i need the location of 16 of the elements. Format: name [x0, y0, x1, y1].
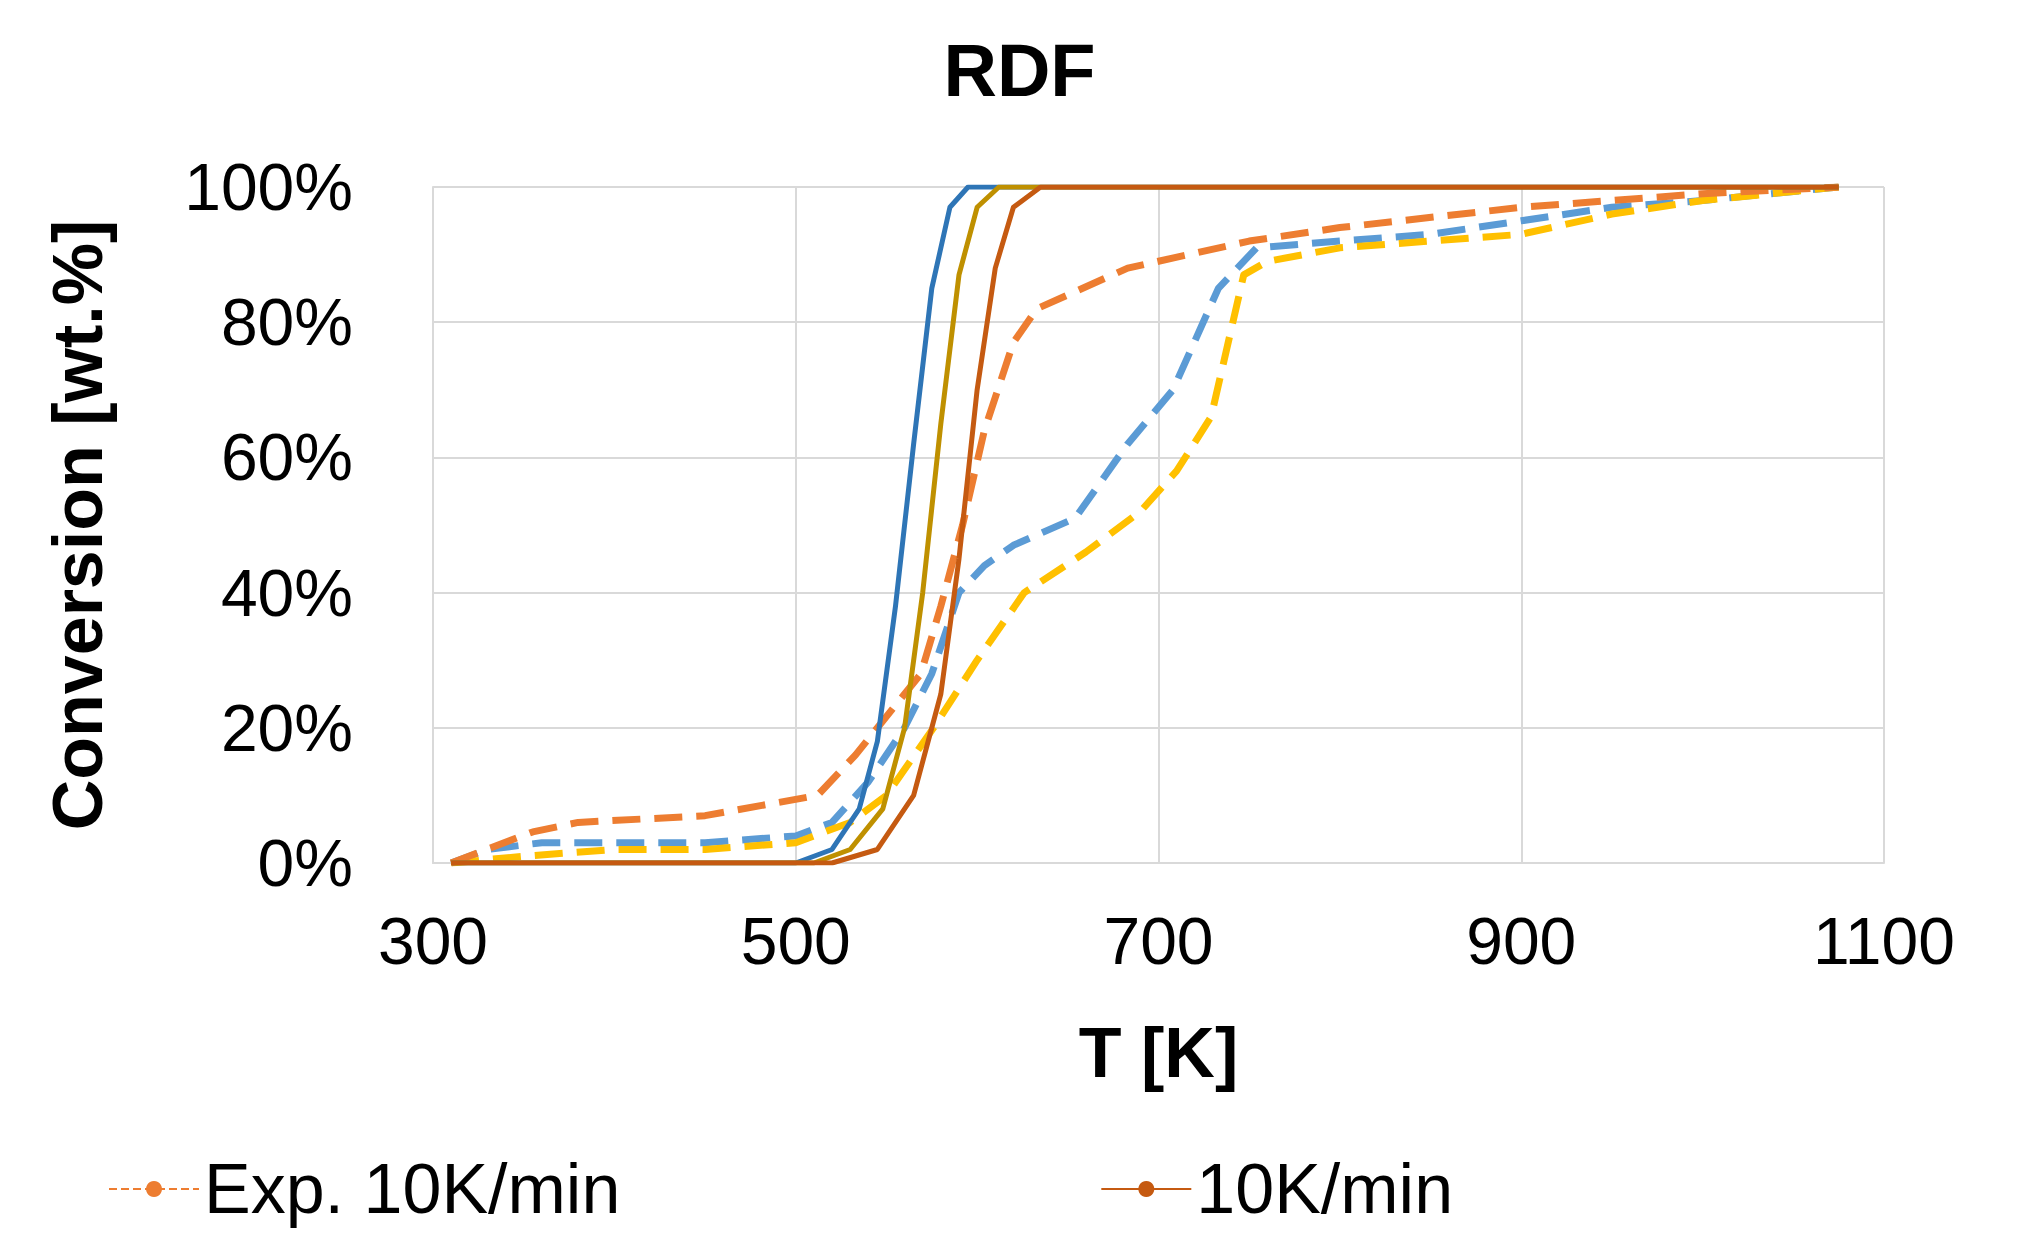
x-tick-label: 300	[377, 904, 489, 978]
y-tick-label: 20%	[220, 690, 353, 765]
y-tick-label: 40%	[220, 555, 353, 630]
y-tick-label: 0%	[257, 826, 353, 900]
x-axis-title: T [K]	[1078, 1014, 1239, 1092]
y-axis-title: Conversion [wt.%]	[39, 219, 117, 831]
chart-title: RDF	[943, 28, 1096, 112]
x-tick-label: 500	[740, 904, 851, 978]
x-tick-label: 700	[1103, 904, 1214, 978]
legend-label: Exp. 10K/min	[204, 1150, 621, 1228]
y-tick-label: 60%	[220, 420, 353, 495]
x-tick-label: 900	[1466, 904, 1577, 978]
x-tick-label: 1100	[1813, 904, 1955, 978]
legend-label: 10K/min	[1196, 1150, 1454, 1228]
y-tick-label: 100%	[184, 150, 353, 224]
y-tick-label: 80%	[220, 285, 353, 360]
